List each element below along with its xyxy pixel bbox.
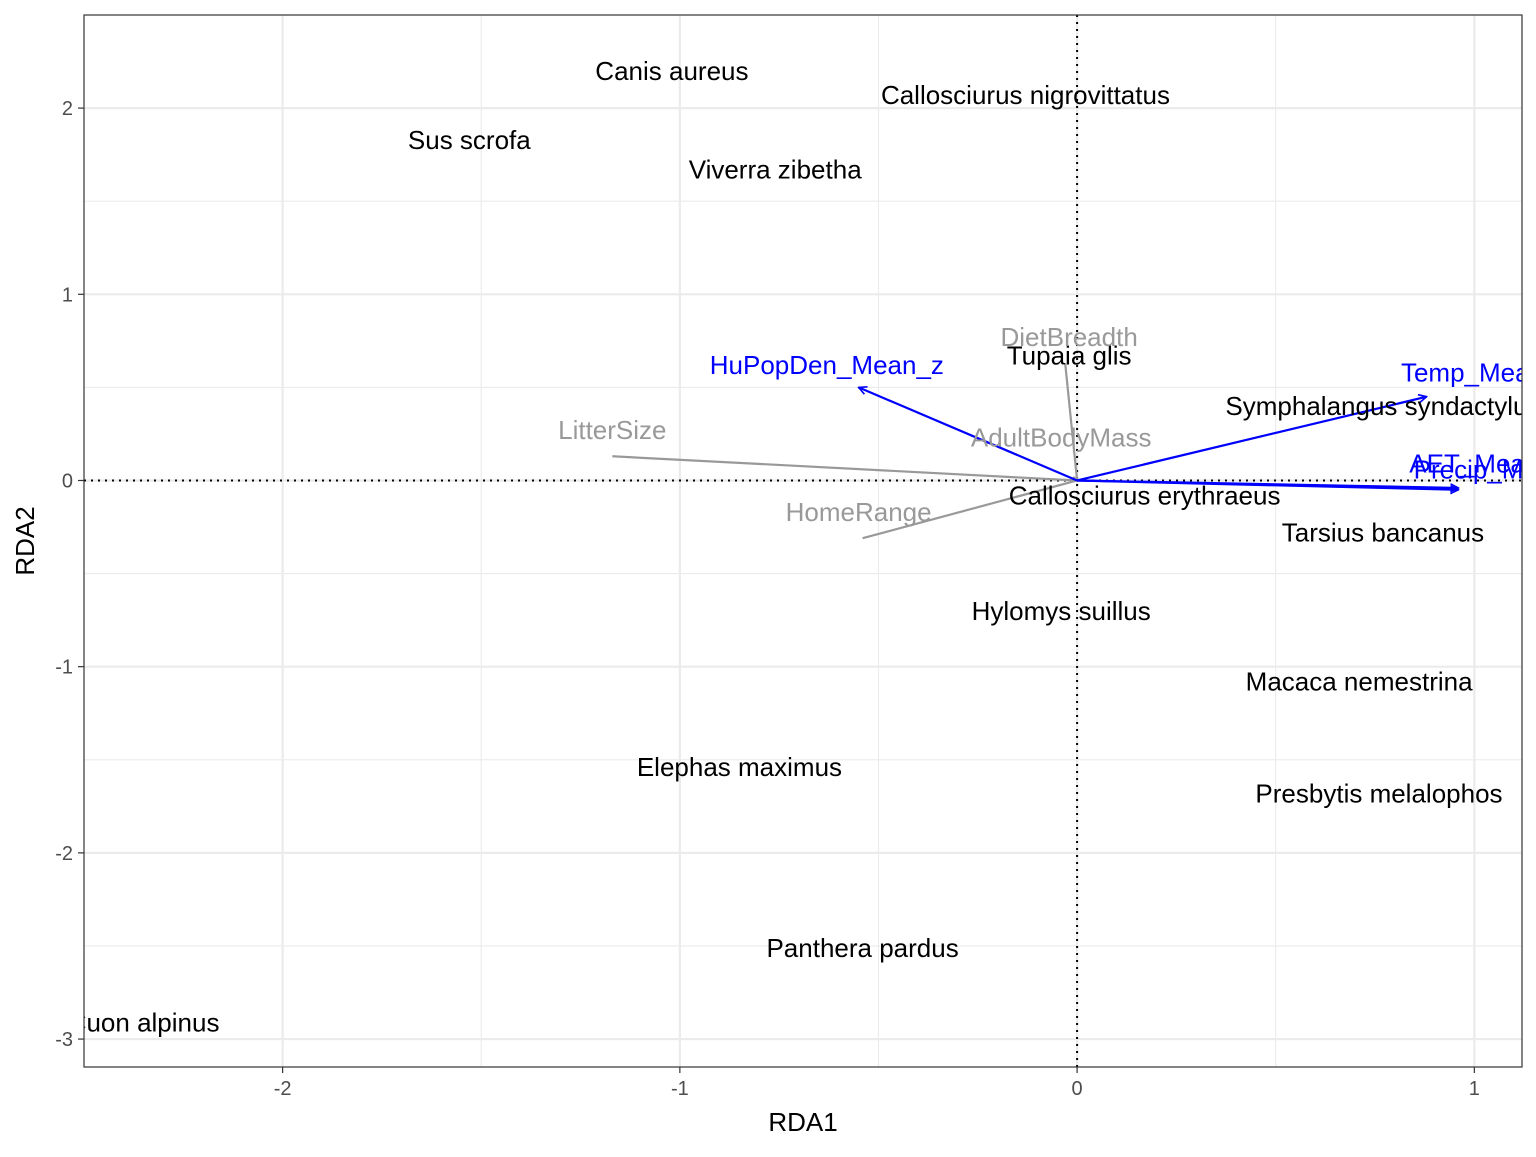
x-axis-title: RDA1: [768, 1107, 837, 1137]
species-label: Sus scrofa: [408, 125, 531, 155]
x-tick-label: 0: [1072, 1078, 1083, 1100]
trait-label: AdultBodyMass: [971, 423, 1152, 453]
plot-layer: Canis aureus Callosciurus nigrovittatus Su…: [68, 56, 1536, 1037]
species-label: Callosciurus erythraeus: [1009, 480, 1281, 510]
y-tick-label: 0: [62, 470, 73, 492]
panel-border: [83, 14, 1523, 1068]
species-label: Viverra zibetha: [689, 155, 862, 185]
y-tick-label: 1: [62, 284, 73, 306]
species-label: Tupaia glis: [1007, 341, 1132, 371]
env-label: AET_Mean: [1409, 449, 1536, 479]
reference-lines: [84, 15, 1522, 1067]
species-label: Macaca nemestrina: [1246, 667, 1473, 697]
species-label: Elephas maximus: [637, 752, 842, 782]
x-tick-label: -1: [671, 1078, 689, 1100]
species-label: Panthera pardus: [766, 933, 958, 963]
trait-label: LitterSize: [558, 415, 666, 445]
species-label: Callosciurus nigrovittatus: [881, 80, 1170, 110]
y-axis-title: RDA2: [10, 506, 40, 575]
env-labels: HuPopDen_Mean_z Temp_Mean_z AET_MeanPrecip…: [710, 350, 1536, 484]
x-tick-label: 1: [1469, 1078, 1480, 1100]
species-labels: Canis aureus Callosciurus nigrovittatus Su…: [68, 56, 1536, 1037]
species-label: Presbytis melalophos: [1255, 778, 1502, 808]
y-axis-ticks: -3 -2 -1 0 1 2: [55, 98, 84, 1051]
species-label: Cuon alpinus: [68, 1007, 220, 1037]
env-arrows: [859, 387, 1459, 489]
trait-label: HomeRange: [786, 497, 932, 527]
env-label: HuPopDen_Mean_z: [710, 350, 944, 380]
grid-minor: [84, 15, 1522, 1067]
x-axis-ticks: -2 -1 0 1: [274, 1067, 1480, 1100]
trait-arrows: [612, 363, 1079, 540]
trait-label: DietBreadth: [1000, 322, 1137, 352]
y-tick-label: 2: [62, 98, 73, 120]
env-arrow: [1076, 397, 1427, 482]
species-label: Symphalangus syndactylus: [1225, 391, 1536, 421]
env-label: Precip_Mean: [1414, 454, 1536, 484]
env-arrow: [859, 387, 1078, 482]
species-label: Tarsius bancanus: [1282, 518, 1484, 548]
y-tick-label: -2: [55, 843, 73, 865]
species-label: Hylomys suillus: [972, 596, 1151, 626]
env-label: Temp_Mean_z: [1401, 357, 1536, 387]
y-tick-label: -3: [55, 1029, 73, 1051]
trait-arrow: [862, 479, 1078, 540]
trait-arrow: [612, 455, 1078, 482]
species-label: Canis aureus: [595, 56, 748, 86]
trait-arrow: [1064, 363, 1079, 481]
x-tick-label: -2: [274, 1078, 292, 1100]
y-tick-label: -1: [55, 657, 73, 679]
env-arrow: [1077, 479, 1458, 489]
trait-labels: DietBreadth AdultBodyMass LitterSize HomeRa…: [558, 322, 1151, 527]
